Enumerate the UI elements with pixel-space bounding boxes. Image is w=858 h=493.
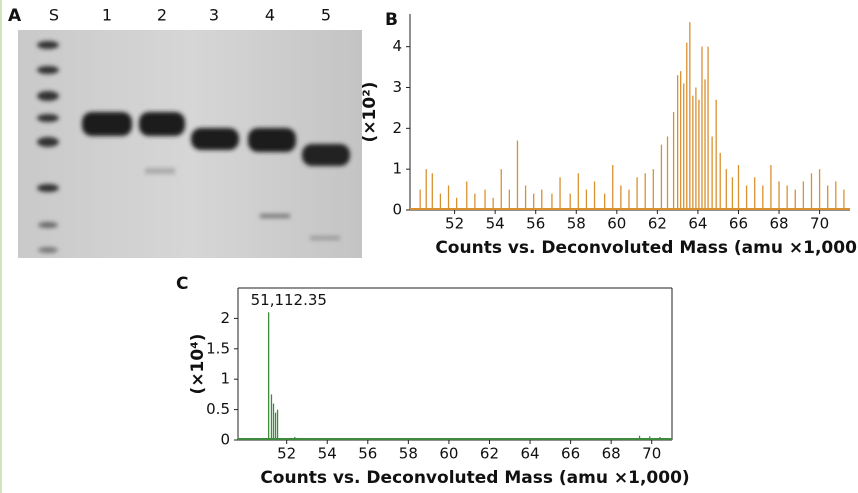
y-axis-title: (×10⁴) (188, 334, 208, 395)
y-axis-title: (×10²) (360, 82, 380, 143)
y-tick-label: 4 (392, 37, 402, 55)
panel-label: B (385, 10, 398, 30)
gel (18, 30, 362, 258)
x-tick-label: 54 (486, 215, 505, 233)
x-tick-label: 56 (526, 215, 545, 233)
x-tick-label: 58 (399, 445, 418, 463)
x-tick-label: 70 (642, 445, 661, 463)
x-tick-label: 66 (561, 445, 580, 463)
lane-label: 4 (265, 6, 275, 25)
y-tick-label: 2 (392, 119, 402, 137)
x-tick-label: 62 (648, 215, 667, 233)
panel-label: A (8, 6, 22, 26)
x-tick-label: 64 (688, 215, 707, 233)
x-tick-label: 52 (445, 215, 464, 233)
y-tick-label: 2 (220, 309, 230, 327)
lane-label: 3 (209, 6, 219, 25)
y-tick-label: 3 (392, 78, 402, 96)
x-axis-title: Counts vs. Deconvoluted Mass (amu ×1,000… (260, 468, 689, 488)
x-tick-label: 58 (567, 215, 586, 233)
lane-label: S (49, 6, 59, 25)
x-tick-label: 68 (769, 215, 788, 233)
peak-annotation: 51,112.35 (251, 291, 327, 309)
x-axis-title: Counts vs. Deconvoluted Mass (amu ×1,000… (435, 238, 858, 258)
lane-label: 2 (157, 6, 167, 25)
y-tick-label: 1 (392, 160, 402, 178)
x-tick-label: 52 (277, 445, 296, 463)
y-tick-label: 0 (220, 431, 230, 449)
x-tick-label: 64 (520, 445, 539, 463)
x-tick-label: 62 (480, 445, 499, 463)
x-tick-label: 54 (318, 445, 337, 463)
y-tick-label: 1.5 (206, 339, 230, 357)
x-tick-label: 66 (729, 215, 748, 233)
y-tick-label: 1 (220, 370, 230, 388)
x-tick-label: 56 (358, 445, 377, 463)
y-tick-label: 0 (392, 201, 402, 219)
x-tick-label: 70 (810, 215, 829, 233)
lane-label: 5 (321, 6, 331, 25)
x-tick-label: 60 (439, 445, 458, 463)
x-tick-label: 60 (607, 215, 626, 233)
panel-label: C (176, 274, 188, 294)
lane-label: 1 (102, 6, 112, 25)
y-tick-label: 0.5 (206, 400, 230, 418)
x-tick-label: 68 (602, 445, 621, 463)
